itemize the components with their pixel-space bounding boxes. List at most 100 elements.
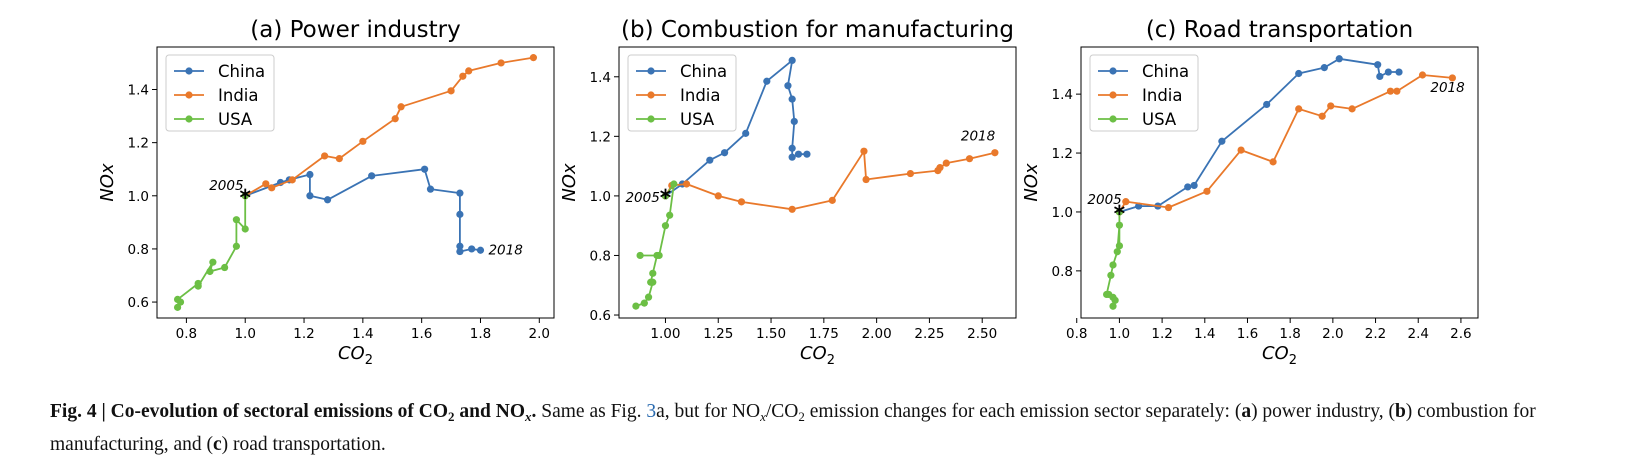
x-axis-label-subscript: 2 bbox=[365, 353, 373, 368]
x-tick-label: 2.00 bbox=[862, 326, 892, 342]
data-point-usa bbox=[241, 225, 249, 233]
x-tick-label: 1.6 bbox=[411, 326, 432, 342]
data-point-india bbox=[465, 67, 473, 75]
data-point-china bbox=[1320, 64, 1328, 72]
annotation-2018: 2018 bbox=[1430, 80, 1464, 96]
data-point-usa bbox=[653, 251, 661, 260]
data-point-usa bbox=[1115, 221, 1124, 229]
data-point-india bbox=[1122, 198, 1130, 206]
x-tick-label: 1.50 bbox=[756, 326, 786, 342]
x-tick-label: 1.8 bbox=[470, 326, 491, 342]
data-point-china bbox=[720, 149, 729, 157]
x-axis-label: CO2 bbox=[338, 343, 373, 368]
legend-label-china: China bbox=[1142, 62, 1189, 81]
x-tick-label: 2.4 bbox=[1407, 326, 1428, 342]
data-point-india bbox=[991, 149, 999, 157]
data-point-china bbox=[788, 56, 796, 65]
legend-marker-china bbox=[1109, 67, 1117, 75]
legend-marker-usa bbox=[647, 115, 655, 123]
data-point-india bbox=[321, 152, 329, 160]
data-point-usa bbox=[1109, 302, 1117, 310]
legend-box bbox=[627, 54, 737, 132]
x-axis-label-subscript: 2 bbox=[827, 353, 835, 368]
x-axis-label-subscript: 2 bbox=[1289, 353, 1297, 368]
legend-marker-india bbox=[1109, 91, 1117, 99]
data-point-usa bbox=[1109, 261, 1117, 269]
data-point-india bbox=[906, 169, 915, 178]
data-point-china bbox=[468, 245, 476, 253]
data-point-india bbox=[965, 155, 974, 163]
annotation-2005: 2005 bbox=[625, 190, 659, 206]
x-tick-label: 1.25 bbox=[703, 326, 733, 342]
data-point-india bbox=[397, 103, 405, 111]
series-line-india bbox=[244, 56, 534, 197]
series-line-usa bbox=[176, 195, 247, 308]
data-point-india bbox=[268, 184, 276, 192]
y-tick-label: 0.8 bbox=[1052, 264, 1073, 280]
data-point-usa bbox=[232, 216, 240, 224]
data-point-china bbox=[323, 196, 332, 204]
panel-2: (c) Road transportation 0.8 1.0 1.2 1.4 1.6 1.… bbox=[1021, 17, 1479, 368]
data-point-india bbox=[1164, 203, 1173, 212]
y-tick-label: 1.2 bbox=[590, 129, 611, 145]
data-point-usa bbox=[1107, 271, 1115, 279]
figure-ref-link[interactable]: 3 bbox=[646, 401, 657, 422]
x-tick-label: 2.25 bbox=[914, 326, 944, 342]
x-tick-label: 1.0 bbox=[234, 326, 255, 342]
x-tick-label: 2.6 bbox=[1450, 326, 1471, 342]
data-point-china bbox=[788, 153, 796, 161]
data-point-usa bbox=[636, 251, 644, 260]
data-point-usa bbox=[666, 211, 674, 219]
data-point-india bbox=[682, 180, 691, 188]
legend-box bbox=[165, 54, 275, 132]
data-point-india bbox=[1448, 74, 1456, 82]
panel-title: (b) Combustion for manufacturing bbox=[621, 17, 1014, 43]
data-point-usa bbox=[194, 279, 202, 288]
x-tick-label: 1.00 bbox=[650, 326, 680, 342]
data-point-india bbox=[788, 205, 796, 213]
data-point-india bbox=[862, 175, 870, 184]
data-point-china bbox=[456, 247, 464, 256]
panel-0: (a) Power industry 0.8 1.0 1.2 1.4 1.6 1.8 2.0 0… bbox=[97, 17, 555, 368]
plot-frame bbox=[618, 46, 1017, 319]
data-point-china bbox=[306, 192, 314, 200]
y-axis-label: NOx bbox=[559, 163, 580, 202]
data-point-china bbox=[421, 165, 429, 173]
x-axis-label: CO2 bbox=[1262, 343, 1297, 368]
data-point-china bbox=[1218, 137, 1226, 145]
start-star-marker: * bbox=[1114, 202, 1126, 227]
legend-label-usa: USA bbox=[218, 110, 253, 129]
data-point-india bbox=[737, 198, 746, 206]
y-tick-label: 1.0 bbox=[590, 189, 611, 205]
data-point-usa bbox=[661, 222, 670, 230]
data-point-china bbox=[456, 189, 464, 197]
data-point-india bbox=[391, 115, 399, 123]
data-point-india bbox=[359, 137, 367, 145]
panel-1: (b) Combustion for manufacturing 1.00 1.25… bbox=[559, 17, 1017, 368]
annotation-2005: 2005 bbox=[1087, 192, 1121, 208]
data-point-usa bbox=[640, 299, 648, 307]
legend-label-india: India bbox=[680, 86, 721, 105]
data-point-china bbox=[803, 150, 811, 158]
panel-title: (c) Road transportation bbox=[1146, 17, 1413, 43]
annotation-2005: 2005 bbox=[209, 178, 243, 194]
y-tick-label: 0.8 bbox=[128, 242, 149, 258]
data-point-usa bbox=[209, 258, 217, 266]
data-point-usa bbox=[1115, 208, 1124, 216]
x-axis-label: CO2 bbox=[800, 343, 835, 368]
data-point-china bbox=[1384, 68, 1392, 76]
data-point-usa bbox=[632, 302, 640, 310]
legend-marker-india bbox=[647, 91, 655, 99]
data-point-usa bbox=[221, 263, 229, 272]
data-point-china bbox=[1184, 183, 1192, 191]
x-tick-label: 2.0 bbox=[529, 326, 550, 342]
data-point-india bbox=[1203, 187, 1211, 195]
annotation-2018: 2018 bbox=[488, 242, 522, 258]
data-point-usa bbox=[661, 192, 670, 200]
data-point-india bbox=[447, 87, 455, 95]
data-point-india bbox=[1393, 87, 1401, 95]
y-tick-label: 0.6 bbox=[590, 308, 611, 324]
data-point-china bbox=[426, 185, 435, 193]
data-point-china bbox=[1335, 55, 1343, 63]
y-tick-label: 1.4 bbox=[590, 70, 611, 86]
